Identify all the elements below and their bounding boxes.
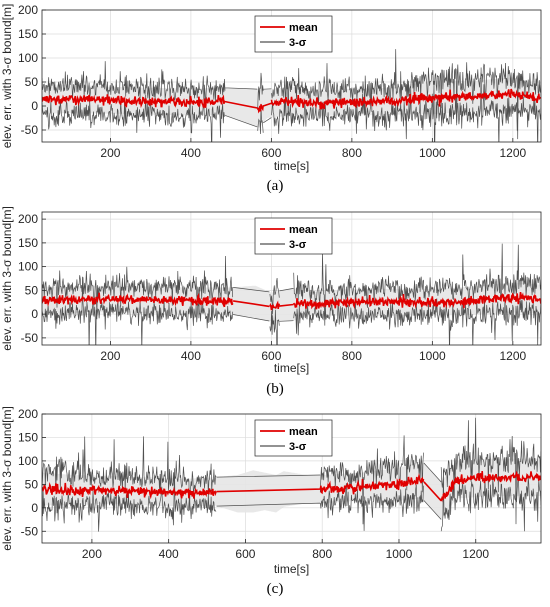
- panel-1-series-3-sigma-upper: [42, 49, 541, 140]
- panel-3-x-tick-label: 400: [159, 547, 179, 561]
- panel-3-y-tick-label: 200: [18, 407, 38, 421]
- panel-2-x-tick-label: 400: [181, 349, 201, 363]
- panel-3-y-tick-label: 100: [18, 454, 38, 468]
- panel-2-plot-content: [42, 243, 541, 345]
- panel-3-caption: (c): [267, 581, 284, 597]
- panel-3-x-tick-label: 1000: [386, 547, 413, 561]
- panel-2-series-3-sigma-upper: [42, 243, 541, 326]
- panel-1-x-tick-label: 600: [261, 146, 281, 160]
- panel-2-y-tick-label: 150: [18, 236, 38, 250]
- panel-3-legend-box: [254, 419, 333, 457]
- panel-2-y-tick-label: 50: [25, 283, 39, 297]
- panel-2-legend-label-sigma: 3-σ: [289, 239, 307, 251]
- panel-1-legend-label-mean: mean: [289, 22, 318, 34]
- panel-2-y-tick-label: -50: [21, 331, 39, 345]
- chart-panel-1: 200 400 600 800 1000 1200 -50 0 50 100 150 200 time[…: [0, 3, 542, 194]
- panel-3-legend-label-mean: mean: [289, 426, 318, 438]
- chart-panel-3: 200 400 600 800 1000 1200 -50 0 50 100 150 200 time[…: [0, 406, 542, 597]
- panel-3-y-tick-label: 0: [31, 501, 38, 515]
- panel-1-y-axis-label: elev. err. with 3-σ bound[m]: [0, 4, 14, 149]
- panel-1-x-axis-label: time[s]: [274, 159, 309, 173]
- panel-3-x-tick-label: 1200: [462, 547, 489, 561]
- panel-1-x-tick-label: 200: [100, 146, 120, 160]
- panel-2-legend-box: [254, 217, 333, 255]
- panel-1-y-tick-label: -50: [21, 123, 39, 137]
- panel-3-legend-label-sigma: 3-σ: [289, 441, 307, 453]
- panel-1-x-tick-label: 800: [342, 146, 362, 160]
- panel-3-x-tick-label: 600: [235, 547, 255, 561]
- panel-3-series-3-sigma-upper: [42, 417, 541, 525]
- panel-2-series-mean: [42, 291, 541, 311]
- panel-2-x-tick-label: 1200: [499, 349, 526, 363]
- panel-3-y-tick-label: -50: [21, 524, 39, 538]
- panel-1-y-tick-label: 100: [18, 51, 38, 65]
- panel-3-axes-box: [41, 413, 542, 544]
- panel-2-x-tick-label: 800: [342, 349, 362, 363]
- panel-2-y-tick-label: 200: [18, 212, 38, 226]
- panel-3-x-axis-label: time[s]: [274, 562, 309, 576]
- panel-2-y-tick-label: 100: [18, 260, 38, 274]
- panel-2-legend-label-mean: mean: [289, 224, 318, 236]
- panel-1-y-tick-label: 50: [25, 75, 39, 89]
- panel-2-series-3-sigma-lower: [42, 276, 541, 345]
- panel-1-x-tick-label: 1000: [419, 146, 446, 160]
- panel-1-x-tick-label: 1200: [499, 146, 526, 160]
- panel-3-series-3-sigma-lower: [42, 468, 541, 532]
- panel-3-x-tick-label: 200: [82, 547, 102, 561]
- panel-2-y-tick-label: 0: [31, 307, 38, 321]
- panel-1-y-tick-label: 0: [31, 99, 38, 113]
- panel-1-series-mean: [42, 88, 541, 114]
- panel-2-x-axis-label: time[s]: [274, 361, 309, 375]
- panel-3-plot-content: [42, 417, 541, 532]
- panel-3-series-mean: [42, 470, 541, 503]
- panel-2-caption: (b): [266, 381, 284, 397]
- panel-2-x-tick-label: 600: [261, 349, 281, 363]
- panel-1-y-tick-label: 200: [18, 3, 38, 17]
- panel-3-x-tick-label: 800: [312, 547, 332, 561]
- panel-1-legend-label-sigma: 3-σ: [289, 37, 307, 49]
- panel-2-x-tick-label: 200: [100, 349, 120, 363]
- panel-1-x-tick-label: 400: [181, 146, 201, 160]
- panel-1-caption: (a): [267, 178, 284, 194]
- chart-panel-2: 200 400 600 800 1000 1200 -50 0 50 100 150 200 time[…: [0, 206, 542, 397]
- panel-2-x-tick-label: 1000: [419, 349, 446, 363]
- panel-2-axes-box: [41, 211, 542, 346]
- panel-3-y-tick-label: 150: [18, 430, 38, 444]
- panel-1-series-3-sigma-lower: [42, 67, 541, 142]
- panel-1-axes-box: [41, 9, 542, 143]
- panel-3-y-axis-label: elev. err. with 3-σ bound[m]: [0, 406, 14, 551]
- panel-1-legend-box: [254, 15, 333, 53]
- panel-1-y-tick-label: 150: [18, 27, 38, 41]
- panel-3-y-tick-label: 50: [25, 477, 39, 491]
- panel-2-y-axis-label: elev. err. with 3-σ bound[m]: [0, 206, 14, 351]
- panel-1-plot-content: [42, 49, 541, 142]
